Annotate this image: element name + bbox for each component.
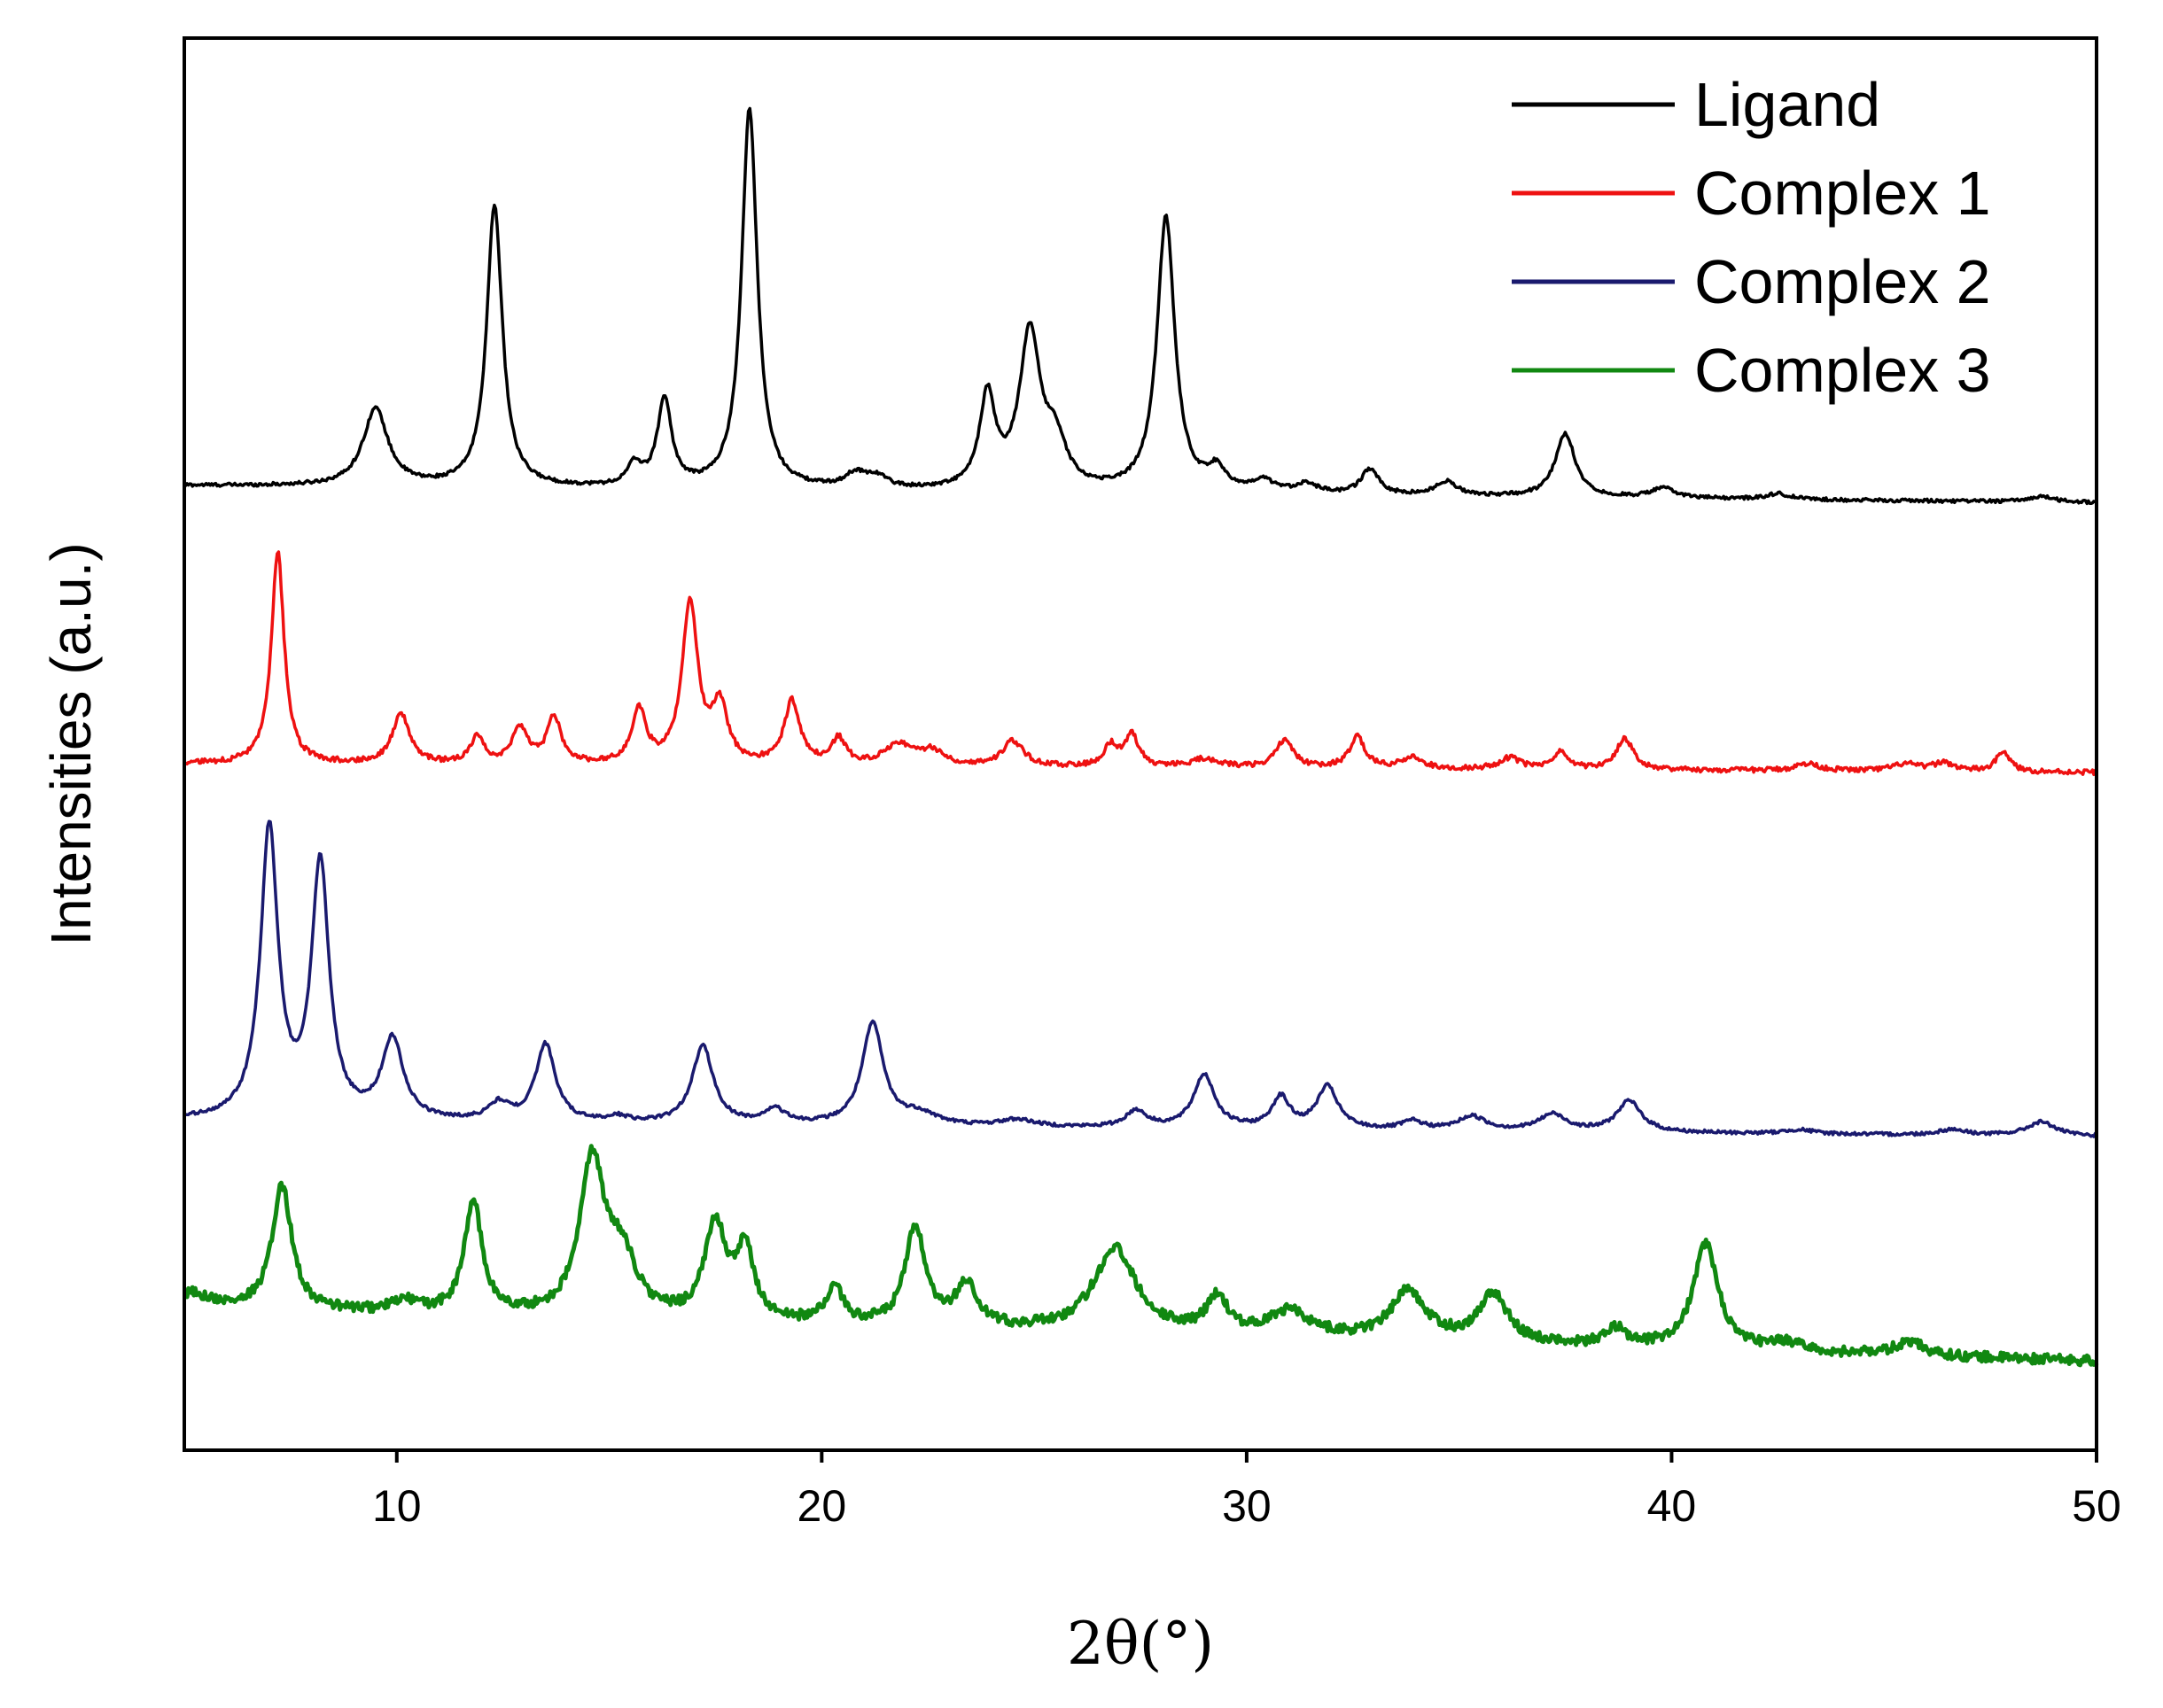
legend-label: Ligand: [1694, 70, 1880, 139]
legend-label: Complex 3: [1694, 336, 1991, 405]
series-line-complex-2: [183, 819, 2098, 1138]
x-tick-label: 30: [1222, 1481, 1272, 1531]
x-axis-title: 2θ(°): [1067, 1610, 1214, 1678]
x-tick-label: 20: [798, 1481, 847, 1531]
x-axis-ticks: 10 20 30 40 50: [372, 1450, 2121, 1531]
series-line-complex-3: [183, 1144, 2099, 1368]
series-line-complex-1: [183, 550, 2098, 777]
y-axis-title: Intensities (a.u.): [39, 542, 103, 945]
series-layer: [183, 106, 2099, 1368]
x-tick-label: 50: [2072, 1481, 2121, 1531]
legend: Ligand Complex 1 Complex 2 Complex 3: [1512, 70, 1991, 405]
series-line-ligand: [183, 106, 2098, 506]
legend-label: Complex 1: [1694, 159, 1991, 228]
plot-frame: [183, 36, 2098, 1452]
x-tick-label: 40: [1647, 1481, 1697, 1531]
legend-label: Complex 2: [1694, 247, 1991, 316]
x-tick-label: 10: [372, 1481, 422, 1531]
